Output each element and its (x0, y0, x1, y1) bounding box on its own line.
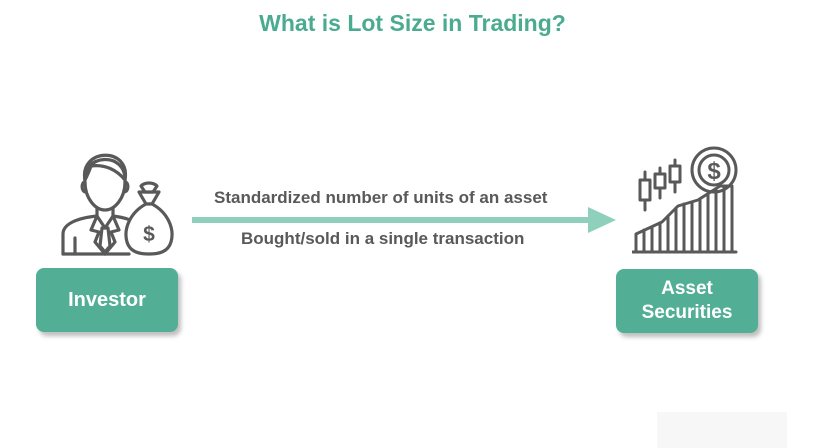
arrow-top-label: Standardized number of units of an asset (214, 188, 548, 207)
asset-label-line2: Securities (641, 302, 733, 323)
svg-text:$: $ (143, 223, 155, 246)
background-patch (657, 412, 787, 448)
candlestick-growth-chart-icon: $ (632, 146, 738, 254)
investor-icon: $ (61, 153, 174, 256)
arrow-bottom-label: Bought/sold in a single transaction (241, 229, 525, 248)
asset-securities-box: Asset Securities (616, 269, 758, 333)
investor-box: Investor (36, 268, 178, 332)
page-title: What is Lot Size in Trading? (259, 10, 566, 36)
asset-label-line1: Asset (661, 278, 713, 299)
arrow-right-icon (192, 207, 616, 233)
svg-text:$: $ (707, 158, 721, 185)
investor-label: Investor (68, 288, 146, 311)
